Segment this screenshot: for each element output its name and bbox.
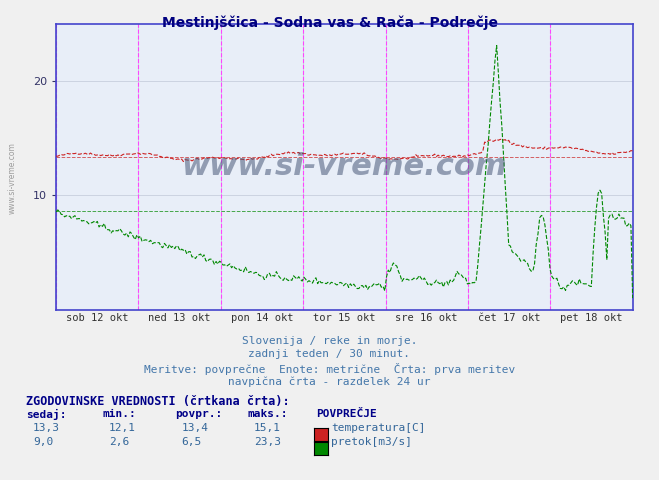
Text: 15,1: 15,1 <box>254 423 281 433</box>
Text: 13,4: 13,4 <box>181 423 208 433</box>
Text: min.:: min.: <box>102 409 136 419</box>
Text: ZGODOVINSKE VREDNOSTI (črtkana črta):: ZGODOVINSKE VREDNOSTI (črtkana črta): <box>26 395 290 408</box>
Text: POVPREČJE: POVPREČJE <box>316 409 377 419</box>
Text: pet 18 okt: pet 18 okt <box>560 313 623 323</box>
Text: www.si-vreme.com: www.si-vreme.com <box>181 152 507 181</box>
Text: Mestinjščica - Sodna vas & Rača - Podrečje: Mestinjščica - Sodna vas & Rača - Podreč… <box>161 15 498 30</box>
Text: maks.:: maks.: <box>247 409 287 419</box>
Text: pon 14 okt: pon 14 okt <box>231 313 293 323</box>
Text: Meritve: povprečne  Enote: metrične  Črta: prva meritev: Meritve: povprečne Enote: metrične Črta:… <box>144 363 515 375</box>
Text: www.si-vreme.com: www.si-vreme.com <box>8 142 17 214</box>
Text: temperatura[C]: temperatura[C] <box>331 423 425 433</box>
Text: navpična črta - razdelek 24 ur: navpična črta - razdelek 24 ur <box>228 376 431 387</box>
Text: sre 16 okt: sre 16 okt <box>395 313 458 323</box>
Text: zadnji teden / 30 minut.: zadnji teden / 30 minut. <box>248 349 411 360</box>
Text: ned 13 okt: ned 13 okt <box>148 313 211 323</box>
Text: pretok[m3/s]: pretok[m3/s] <box>331 437 412 447</box>
Text: 6,5: 6,5 <box>181 437 202 447</box>
Text: 12,1: 12,1 <box>109 423 136 433</box>
Text: Slovenija / reke in morje.: Slovenija / reke in morje. <box>242 336 417 346</box>
Text: 9,0: 9,0 <box>33 437 53 447</box>
Text: sob 12 okt: sob 12 okt <box>66 313 129 323</box>
Text: 13,3: 13,3 <box>33 423 60 433</box>
Text: 23,3: 23,3 <box>254 437 281 447</box>
Text: 2,6: 2,6 <box>109 437 129 447</box>
Text: čet 17 okt: čet 17 okt <box>478 313 540 323</box>
Text: povpr.:: povpr.: <box>175 409 222 419</box>
Text: sedaj:: sedaj: <box>26 409 67 420</box>
Text: tor 15 okt: tor 15 okt <box>313 313 376 323</box>
